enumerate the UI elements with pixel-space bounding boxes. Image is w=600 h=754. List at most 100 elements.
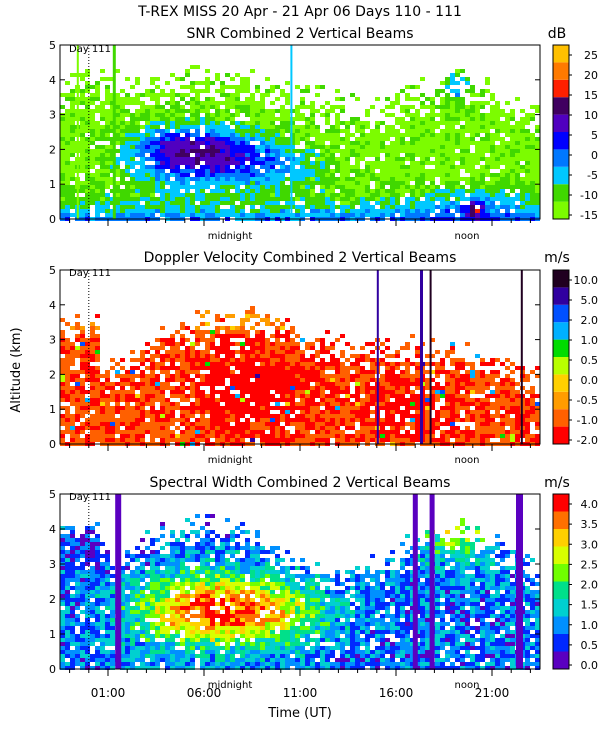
heatmap-cell bbox=[75, 438, 80, 442]
heatmap-cell bbox=[440, 133, 445, 137]
heatmap-cell bbox=[115, 430, 120, 434]
heatmap-cell bbox=[195, 398, 200, 402]
heatmap-cell bbox=[225, 173, 230, 177]
heatmap-cell bbox=[475, 109, 480, 113]
heatmap-cell bbox=[335, 358, 340, 362]
heatmap-cell bbox=[245, 314, 250, 318]
heatmap-cell bbox=[290, 374, 295, 378]
heatmap-cell bbox=[320, 434, 325, 438]
heatmap-cell bbox=[150, 81, 155, 85]
heatmap-cell bbox=[445, 129, 450, 133]
heatmap-cell bbox=[340, 374, 345, 378]
heatmap-cell bbox=[140, 109, 145, 113]
heatmap-cell bbox=[95, 350, 100, 354]
heatmap-cell bbox=[65, 342, 70, 346]
heatmap-cell bbox=[350, 414, 355, 418]
heatmap-cell bbox=[215, 89, 220, 93]
heatmap-cell bbox=[350, 117, 355, 121]
heatmap-cell bbox=[65, 386, 70, 390]
heatmap-cell bbox=[405, 105, 410, 109]
heatmap-cell bbox=[160, 422, 165, 426]
heatmap-cell bbox=[285, 342, 290, 346]
heatmap-cell bbox=[370, 205, 375, 209]
heatmap-cell bbox=[300, 125, 305, 129]
heatmap-cell bbox=[60, 189, 65, 193]
heatmap-cell bbox=[465, 430, 470, 434]
heatmap-cell bbox=[465, 390, 470, 394]
heatmap-cell bbox=[410, 169, 415, 173]
heatmap-cell bbox=[335, 181, 340, 185]
heatmap-cell bbox=[310, 165, 315, 169]
heatmap-cell bbox=[145, 205, 150, 209]
heatmap-cell bbox=[80, 438, 85, 442]
heatmap-cell bbox=[185, 145, 190, 149]
heatmap-cell bbox=[410, 137, 415, 141]
heatmap-cell bbox=[70, 169, 75, 173]
heatmap-cell bbox=[420, 201, 425, 205]
heatmap-cell bbox=[180, 398, 185, 402]
heatmap-cell bbox=[155, 157, 160, 161]
heatmap-cell bbox=[255, 398, 260, 402]
heatmap-cell bbox=[375, 121, 380, 125]
heatmap-cell bbox=[340, 189, 345, 193]
heatmap-cell bbox=[175, 402, 180, 406]
heatmap-cell bbox=[120, 109, 125, 113]
heatmap-cell bbox=[410, 185, 415, 189]
heatmap-cell bbox=[495, 386, 500, 390]
heatmap-cell bbox=[495, 161, 500, 165]
heatmap-cell bbox=[250, 177, 255, 181]
heatmap-cell bbox=[530, 133, 535, 137]
heatmap-cell bbox=[350, 149, 355, 153]
heatmap-cell bbox=[530, 137, 535, 141]
heatmap-cell bbox=[365, 410, 370, 414]
heatmap-cell bbox=[65, 406, 70, 410]
heatmap-cell bbox=[275, 181, 280, 185]
heatmap-cell bbox=[375, 149, 380, 153]
heatmap-cell bbox=[530, 434, 535, 438]
heatmap-cell bbox=[80, 169, 85, 173]
heatmap-cell bbox=[500, 145, 505, 149]
heatmap-cell bbox=[255, 153, 260, 157]
heatmap-cell bbox=[160, 326, 165, 330]
heatmap-cell bbox=[125, 398, 130, 402]
heatmap-cell bbox=[215, 213, 220, 217]
heatmap-cell bbox=[315, 430, 320, 434]
heatmap-cell bbox=[390, 418, 395, 422]
heatmap-cell bbox=[250, 137, 255, 141]
heatmap-cell bbox=[230, 153, 235, 157]
heatmap-cell bbox=[125, 129, 130, 133]
heatmap-cell bbox=[300, 193, 305, 197]
heatmap-cell bbox=[165, 422, 170, 426]
heatmap-cell bbox=[210, 193, 215, 197]
heatmap-cell bbox=[500, 181, 505, 185]
heatmap-cell bbox=[230, 201, 235, 205]
heatmap-cell bbox=[195, 193, 200, 197]
heatmap-cell bbox=[485, 129, 490, 133]
heatmap-cell bbox=[275, 434, 280, 438]
heatmap-cell bbox=[500, 157, 505, 161]
heatmap-cell bbox=[520, 177, 525, 181]
heatmap-cell bbox=[100, 426, 105, 430]
heatmap-cell bbox=[90, 422, 95, 426]
heatmap-cell bbox=[250, 185, 255, 189]
heatmap-cell bbox=[285, 406, 290, 410]
heatmap-cell bbox=[275, 189, 280, 193]
heatmap-cell bbox=[380, 173, 385, 177]
heatmap-cell bbox=[265, 398, 270, 402]
heatmap-cell bbox=[455, 153, 460, 157]
heatmap-cell bbox=[230, 406, 235, 410]
heatmap-cell bbox=[335, 121, 340, 125]
heatmap-cell bbox=[380, 165, 385, 169]
heatmap-cell bbox=[300, 137, 305, 141]
heatmap-cell bbox=[115, 394, 120, 398]
heatmap-cell bbox=[275, 153, 280, 157]
heatmap-cell bbox=[60, 318, 65, 322]
heatmap-cell bbox=[135, 189, 140, 193]
heatmap-cell bbox=[80, 189, 85, 193]
heatmap-cell bbox=[400, 398, 405, 402]
heatmap-cell bbox=[100, 173, 105, 177]
heatmap-cell bbox=[295, 382, 300, 386]
heatmap-cell bbox=[450, 149, 455, 153]
heatmap-cell bbox=[435, 438, 440, 442]
heatmap-cell bbox=[310, 181, 315, 185]
